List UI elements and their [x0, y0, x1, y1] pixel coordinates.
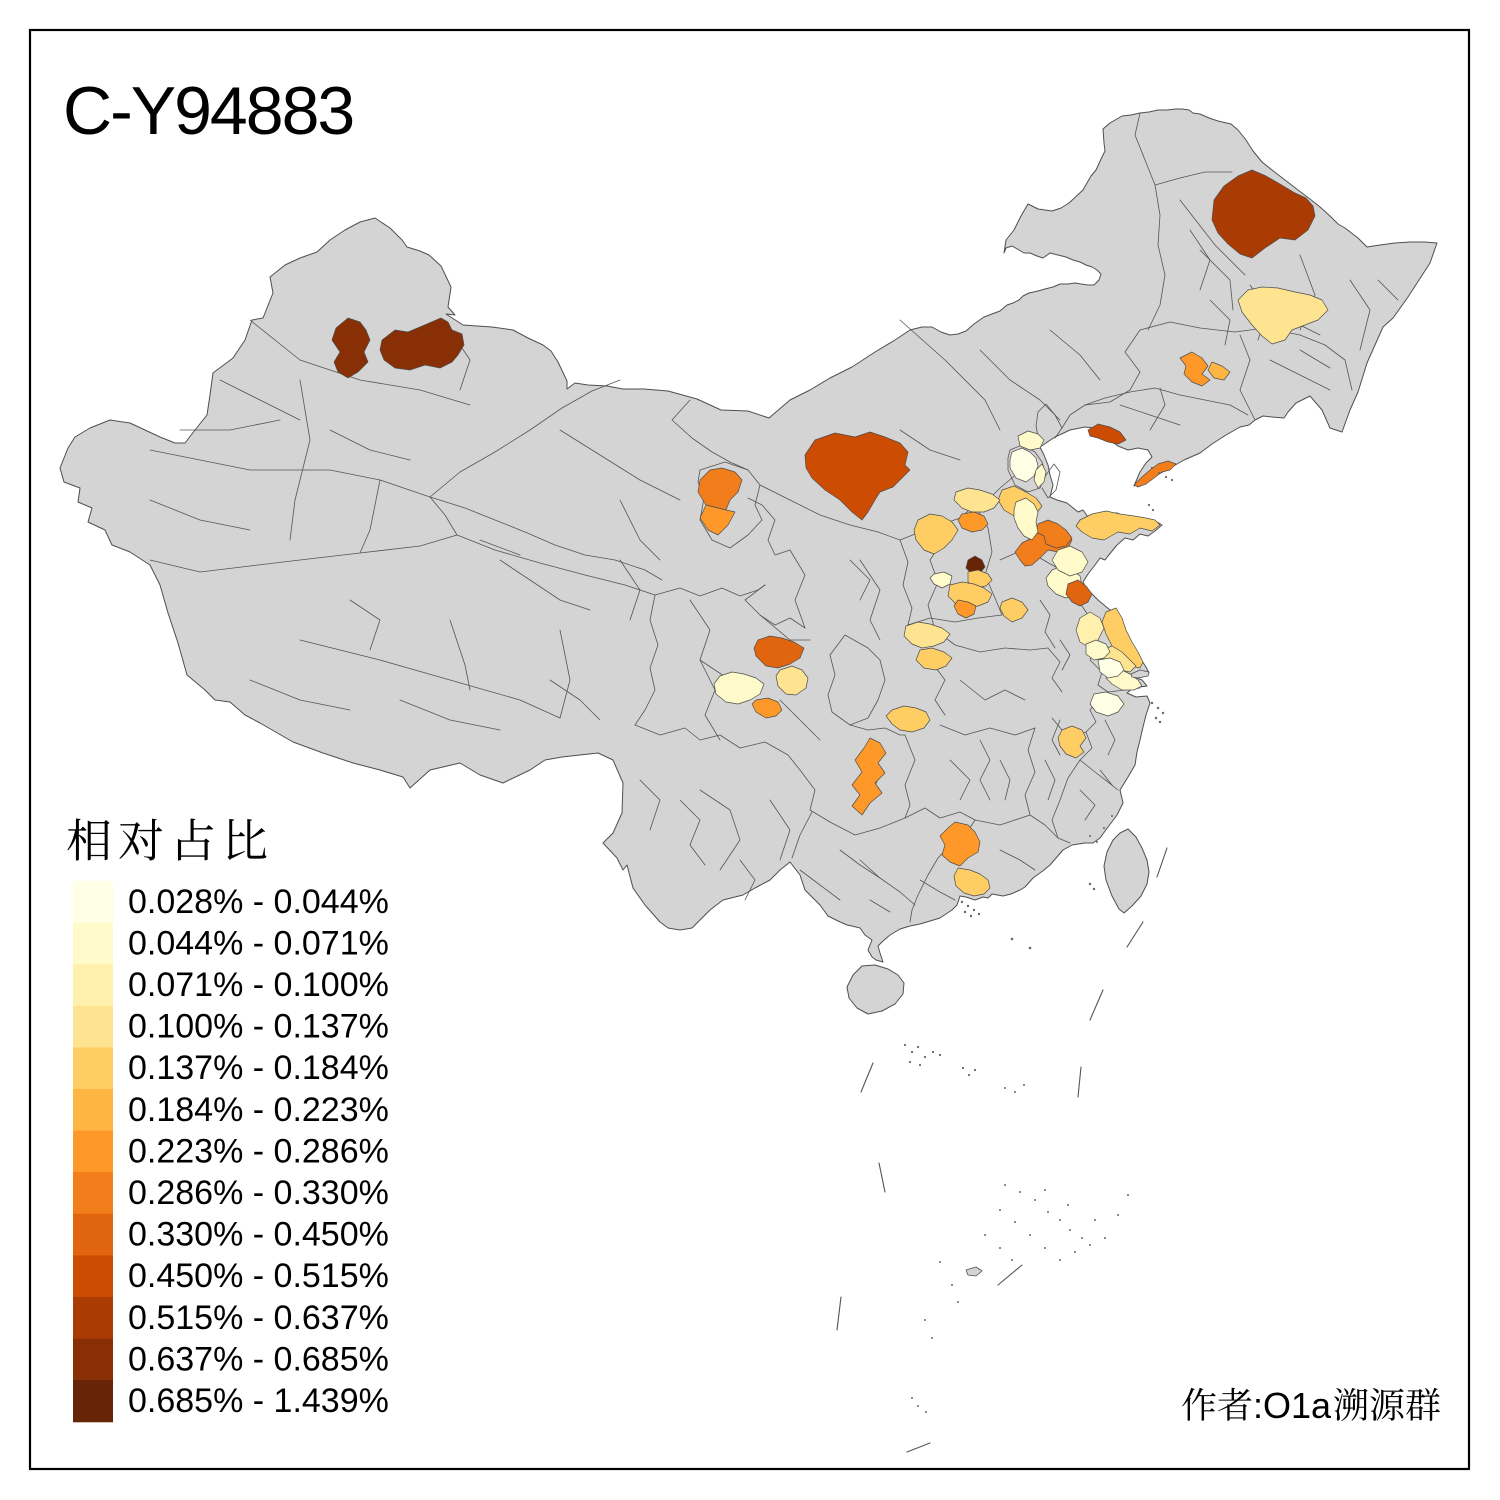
svg-text:C-Y94883: C-Y94883 — [63, 73, 353, 149]
svg-text:0.137% - 0.184%: 0.137% - 0.184% — [128, 1049, 389, 1087]
svg-text:0.223% - 0.286%: 0.223% - 0.286% — [128, 1132, 389, 1170]
svg-text:0.286% - 0.330%: 0.286% - 0.330% — [128, 1174, 389, 1212]
svg-text:0.028% - 0.044%: 0.028% - 0.044% — [128, 883, 389, 921]
svg-text:0.044% - 0.071%: 0.044% - 0.071% — [128, 924, 389, 962]
svg-text:0.330% - 0.450%: 0.330% - 0.450% — [128, 1216, 389, 1254]
svg-text:0.450% - 0.515%: 0.450% - 0.515% — [128, 1257, 389, 1295]
svg-text:0.071% - 0.100%: 0.071% - 0.100% — [128, 966, 389, 1004]
svg-text:0.685% - 1.439%: 0.685% - 1.439% — [128, 1382, 389, 1420]
svg-text::O1a: :O1a — [1253, 1385, 1332, 1426]
svg-text:0.100% - 0.137%: 0.100% - 0.137% — [128, 1008, 389, 1046]
svg-text:0.637% - 0.685%: 0.637% - 0.685% — [128, 1340, 389, 1378]
svg-text:0.515% - 0.637%: 0.515% - 0.637% — [128, 1299, 389, 1337]
svg-text:0.184% - 0.223%: 0.184% - 0.223% — [128, 1091, 389, 1129]
